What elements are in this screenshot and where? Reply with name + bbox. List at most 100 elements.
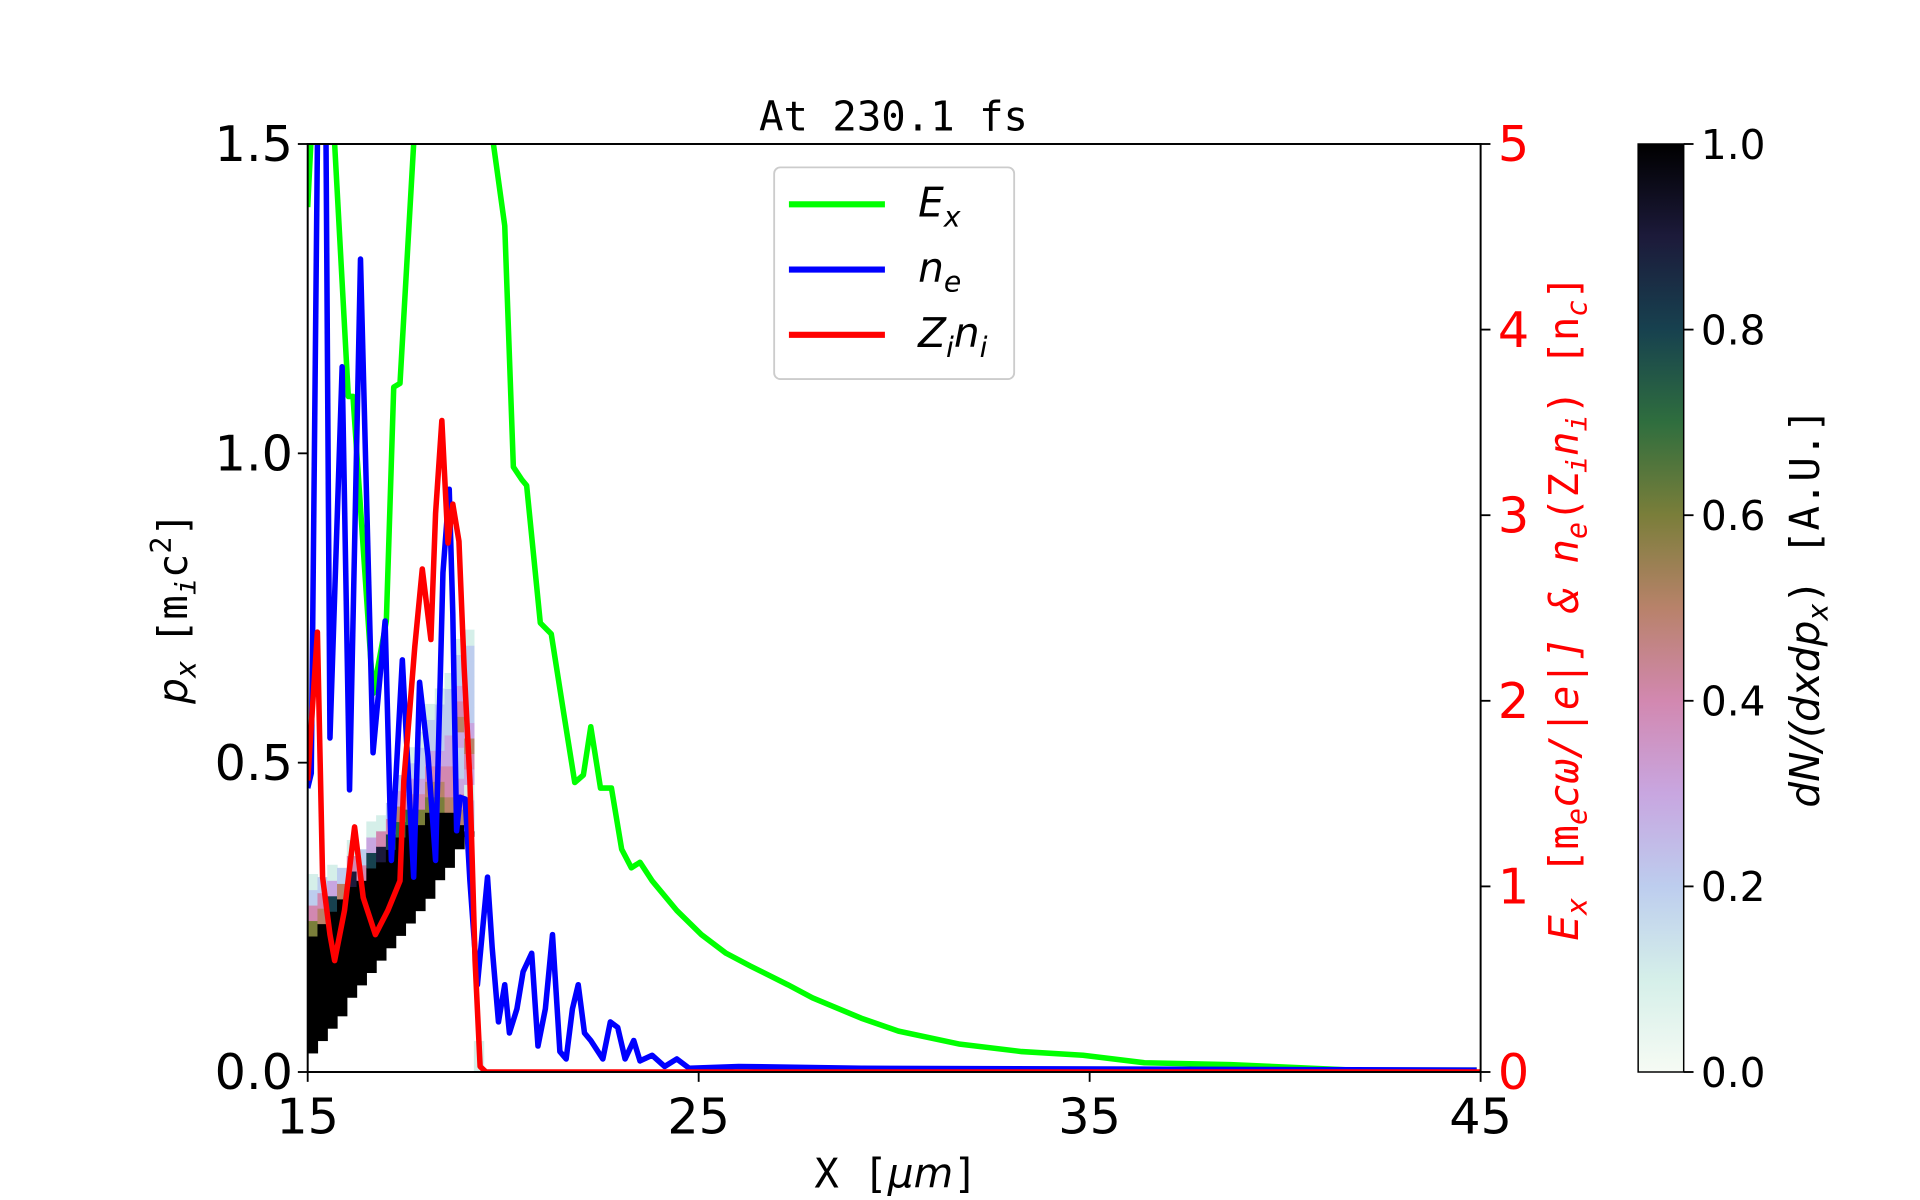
heatmap-cell	[376, 846, 387, 863]
heatmap-core-cell	[424, 812, 436, 899]
legend-label-zini: Zini	[917, 309, 987, 364]
colorbar-label: dN/(dxdpx) [A.U.]	[1781, 408, 1835, 807]
colorbar	[1637, 143, 1685, 1073]
legend-box	[773, 166, 1016, 380]
y-left-tick-label: 0.0	[215, 1043, 293, 1101]
y-right-tick-label: 0	[1498, 1043, 1529, 1101]
x-tick-label: 25	[667, 1088, 730, 1146]
heatmap-cell	[415, 747, 426, 764]
ne-line	[307, 144, 1477, 1072]
y-right-tick-label: 1	[1498, 858, 1529, 916]
heatmap-core-cell	[415, 824, 426, 912]
x-tick-label: 45	[1449, 1088, 1512, 1146]
heatmap-core-cell	[376, 861, 387, 961]
heatmap-cell	[424, 703, 436, 720]
y-right-tick-label: 5	[1498, 115, 1529, 173]
y-left-tick-label: 1.5	[215, 115, 293, 173]
heatmap-core-cell	[434, 812, 446, 881]
heatmap-cell	[454, 747, 465, 764]
heatmap-cell	[454, 700, 465, 717]
legend-label-ex: Ex	[918, 179, 961, 234]
y-right-axis-label: Ex [mecω/|e|] & ne(Zini) [nc]	[1540, 275, 1594, 941]
y-right-axis-ticks: 0 1 2 3 4 5	[1480, 115, 1529, 1101]
heatmap-cell	[444, 734, 455, 751]
heatmap-cell	[454, 685, 465, 702]
heatmap-cell	[356, 849, 367, 866]
heatmap-core-cell	[395, 836, 407, 936]
heatmap-core-cell	[327, 911, 338, 1029]
heatmap-core-cell	[454, 824, 465, 850]
heatmap-cell	[464, 676, 475, 693]
heatmap-cell	[444, 796, 455, 813]
heatmap-cell	[444, 688, 455, 705]
heatmap-cell	[444, 719, 455, 736]
y-right-tick-label: 3	[1498, 486, 1529, 544]
colorbar-tick-label: 0.0	[1701, 1049, 1766, 1097]
ex-line	[307, 144, 1477, 1072]
heatmap-cell	[444, 781, 455, 798]
heatmap-cell	[444, 672, 455, 690]
x-axis-ticks: 15 25 35 45	[276, 1072, 1512, 1146]
y-left-tick-label: 1.0	[215, 425, 293, 483]
heatmap-cell	[415, 762, 426, 779]
heatmap-cell	[424, 734, 436, 751]
series-lines	[307, 144, 1481, 1072]
zini-line	[307, 417, 1481, 1072]
heatmap-core-cell	[444, 812, 455, 868]
legend: Ex ne Zini	[773, 166, 1016, 380]
heatmap-cell	[424, 719, 436, 736]
heatmap-cell	[415, 793, 426, 810]
heatmap-cell	[346, 870, 358, 888]
heatmap-cell	[405, 747, 416, 764]
heatmap-cell	[317, 892, 328, 909]
heatmap-cell	[454, 669, 465, 686]
x-axis-label: X [μm]	[814, 1150, 977, 1198]
heatmap-cell	[317, 908, 328, 925]
heatmap-cell	[464, 629, 475, 646]
heatmap-cell	[444, 703, 455, 720]
heatmap-cell	[307, 874, 319, 891]
heatmap-cell	[307, 920, 319, 937]
heatmap-cell	[327, 864, 338, 881]
heatmap-cell	[327, 880, 338, 897]
heatmap-cell	[337, 883, 348, 900]
colorbar-tick-label: 0.8	[1701, 306, 1766, 354]
heatmap-cell	[337, 867, 348, 884]
heatmap-core-cell	[405, 824, 416, 924]
heatmap-cell	[366, 852, 377, 869]
heatmap-core-cell	[346, 886, 358, 998]
heatmap-cell	[464, 645, 475, 662]
heatmap-cell	[464, 691, 475, 708]
heatmap-cell	[434, 796, 446, 813]
heatmap-cell	[454, 654, 465, 671]
heatmap-cell	[454, 638, 465, 656]
heatmap-cell	[376, 830, 387, 847]
heatmap-cell	[454, 731, 465, 748]
heatmap-cell	[395, 775, 407, 792]
heatmap-core-cell	[317, 923, 328, 1042]
heatmap-cell	[454, 716, 465, 733]
x-tick-label: 35	[1058, 1088, 1121, 1146]
heatmap-cell	[464, 660, 475, 677]
plot-frame	[306, 143, 1482, 1073]
heatmap-core-cell	[307, 935, 319, 1054]
heatmap-cell	[366, 836, 377, 853]
heatmap-cell	[327, 895, 338, 912]
colorbar-tick-label: 1.0	[1701, 121, 1766, 169]
heatmap-cell	[444, 765, 455, 782]
y-right-tick-label: 4	[1498, 301, 1529, 359]
heatmap-cell	[376, 815, 387, 832]
heatmap-cell	[444, 750, 455, 767]
legend-label-ne: ne	[918, 244, 961, 299]
colorbar-ticks: 0.0 0.2 0.4 0.6 0.8 1.0	[1683, 121, 1766, 1097]
y-left-axis-ticks: 0.0 0.5 1.0 1.5	[215, 115, 308, 1101]
heatmap	[307, 629, 485, 1072]
heatmap-cell	[454, 762, 465, 779]
colorbar-tick-label: 0.4	[1701, 678, 1766, 726]
heatmap-core-cell	[337, 898, 348, 1017]
y-left-axis-label: px[mic2]	[145, 512, 203, 705]
y-right-tick-label: 2	[1498, 672, 1529, 730]
colorbar-tick-label: 0.6	[1701, 492, 1766, 540]
